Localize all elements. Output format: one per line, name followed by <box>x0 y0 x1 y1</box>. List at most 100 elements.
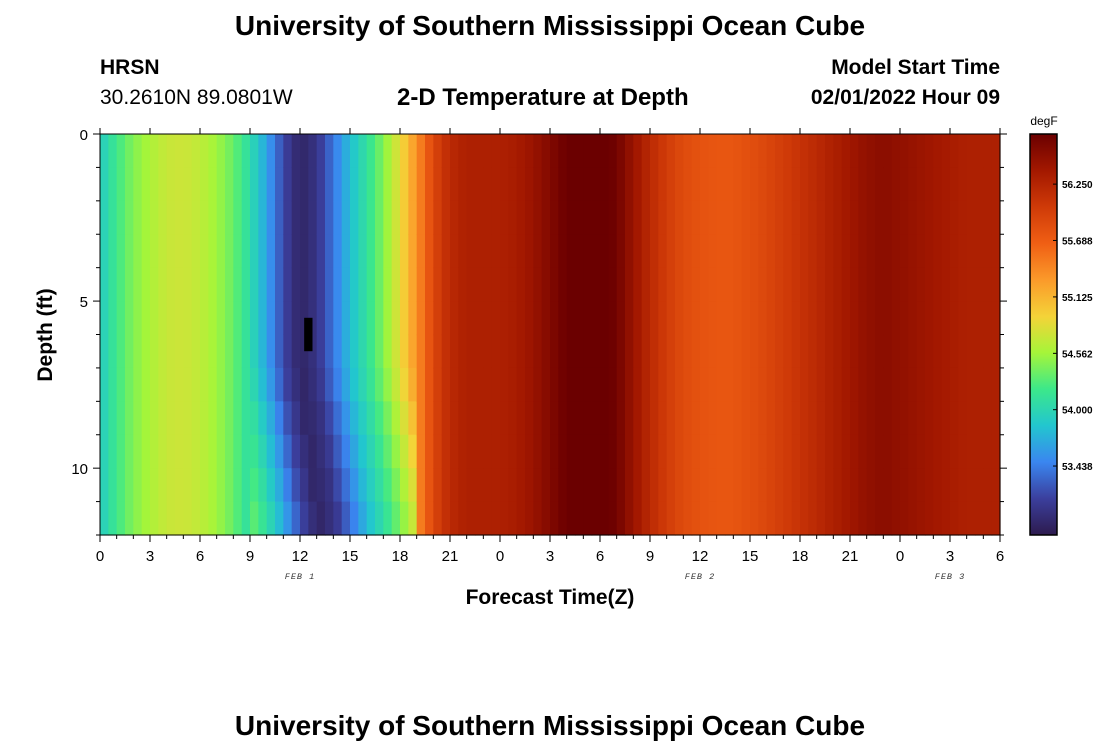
heatmap-cell <box>183 334 193 369</box>
heatmap-cell <box>458 267 468 302</box>
heatmap-cell <box>408 367 418 402</box>
heatmap-cell <box>291 501 301 536</box>
heatmap-cell <box>216 434 226 469</box>
heatmap-cell <box>225 334 234 369</box>
heatmap-cell <box>575 301 584 336</box>
heatmap-cell <box>266 401 276 436</box>
heatmap-cell <box>875 234 884 269</box>
heatmap-cell <box>375 334 384 369</box>
heatmap-cell <box>391 401 401 436</box>
heatmap-cell <box>991 134 1001 169</box>
heatmap-cell <box>925 234 934 269</box>
heatmap-cell <box>175 434 184 469</box>
heatmap-cell <box>933 434 943 469</box>
heatmap-cell <box>833 234 843 269</box>
heatmap-cell <box>183 200 193 235</box>
heatmap-cell <box>933 401 943 436</box>
heatmap-cell <box>816 401 826 436</box>
heatmap-cell <box>100 167 109 202</box>
heatmap-cell <box>833 267 843 302</box>
heatmap-cell <box>458 301 468 336</box>
heatmap-cell <box>641 434 651 469</box>
y-tick-label: 10 <box>71 461 88 478</box>
heatmap-cell <box>391 134 401 169</box>
heatmap-cell <box>758 301 768 336</box>
heatmap-cell <box>600 167 609 202</box>
heatmap-cell <box>533 501 543 536</box>
heatmap-cell <box>108 301 118 336</box>
heatmap-cell <box>941 267 951 302</box>
heatmap-cell <box>808 267 818 302</box>
heatmap-cell <box>475 501 484 536</box>
heatmap-cell <box>216 167 226 202</box>
heatmap-cell <box>858 468 868 503</box>
heatmap-cell <box>216 134 226 169</box>
heatmap-cell <box>208 267 218 302</box>
x-tick-label: 6 <box>596 548 604 565</box>
heatmap-cell <box>533 401 543 436</box>
heatmap-cell <box>741 334 751 369</box>
heatmap-cell <box>850 501 859 536</box>
heatmap-cell <box>616 468 626 503</box>
heatmap-cell <box>341 134 351 169</box>
heatmap-cell <box>533 468 543 503</box>
heatmap-cell <box>116 200 126 235</box>
heatmap-cell <box>966 134 976 169</box>
heatmap-cell <box>716 468 726 503</box>
heatmap-cell <box>300 401 309 436</box>
heatmap-cell <box>133 334 143 369</box>
heatmap-cell <box>175 301 184 336</box>
heatmap-cell <box>525 334 534 369</box>
heatmap-cell <box>441 134 451 169</box>
heatmap-cell <box>750 134 759 169</box>
heatmap-cell <box>175 234 184 269</box>
heatmap-cell <box>516 501 526 536</box>
heatmap-cell <box>991 267 1001 302</box>
heatmap-cell <box>383 301 393 336</box>
heatmap-cell <box>450 167 459 202</box>
heatmap-cell <box>991 367 1001 402</box>
heatmap-cell <box>766 334 776 369</box>
heatmap-cell <box>383 334 393 369</box>
heatmap-cell <box>750 501 759 536</box>
heatmap-cell <box>491 200 501 235</box>
heatmap-cell <box>433 501 443 536</box>
heatmap-cell <box>541 401 551 436</box>
heatmap-cell <box>466 468 476 503</box>
heatmap-cell <box>350 434 359 469</box>
heatmap-cell <box>633 401 643 436</box>
heatmap-cell <box>416 167 426 202</box>
heatmap-cell <box>766 401 776 436</box>
heatmap-cell <box>358 367 368 402</box>
heatmap-cell <box>466 267 476 302</box>
heatmap-cell <box>241 301 251 336</box>
heatmap-cell <box>275 334 284 369</box>
heatmap-cell <box>325 434 334 469</box>
heatmap-cell <box>125 434 134 469</box>
heatmap-cell <box>391 367 401 402</box>
heatmap-cell <box>500 301 509 336</box>
heatmap-cell <box>691 200 701 235</box>
heatmap-cell <box>475 167 484 202</box>
heatmap-cell <box>275 134 284 169</box>
heatmap-cell <box>283 234 293 269</box>
heatmap-cell <box>758 334 768 369</box>
heatmap-cell <box>558 200 568 235</box>
heatmap-cell <box>575 200 584 235</box>
heatmap-cell <box>216 234 226 269</box>
heatmap-cell <box>975 434 984 469</box>
heatmap-cell <box>266 334 276 369</box>
heatmap-cell <box>633 267 643 302</box>
heatmap-cell <box>283 200 293 235</box>
heatmap-cell <box>608 167 618 202</box>
heatmap-cell <box>483 200 493 235</box>
heatmap-cell <box>691 267 701 302</box>
heatmap-cell <box>441 468 451 503</box>
heatmap-cell <box>900 167 909 202</box>
heatmap-cell <box>175 267 184 302</box>
heatmap-cell <box>666 301 676 336</box>
heatmap-cell <box>483 301 493 336</box>
heatmap-cell <box>616 167 626 202</box>
heatmap-cell <box>358 301 368 336</box>
heatmap-cell <box>675 200 684 235</box>
